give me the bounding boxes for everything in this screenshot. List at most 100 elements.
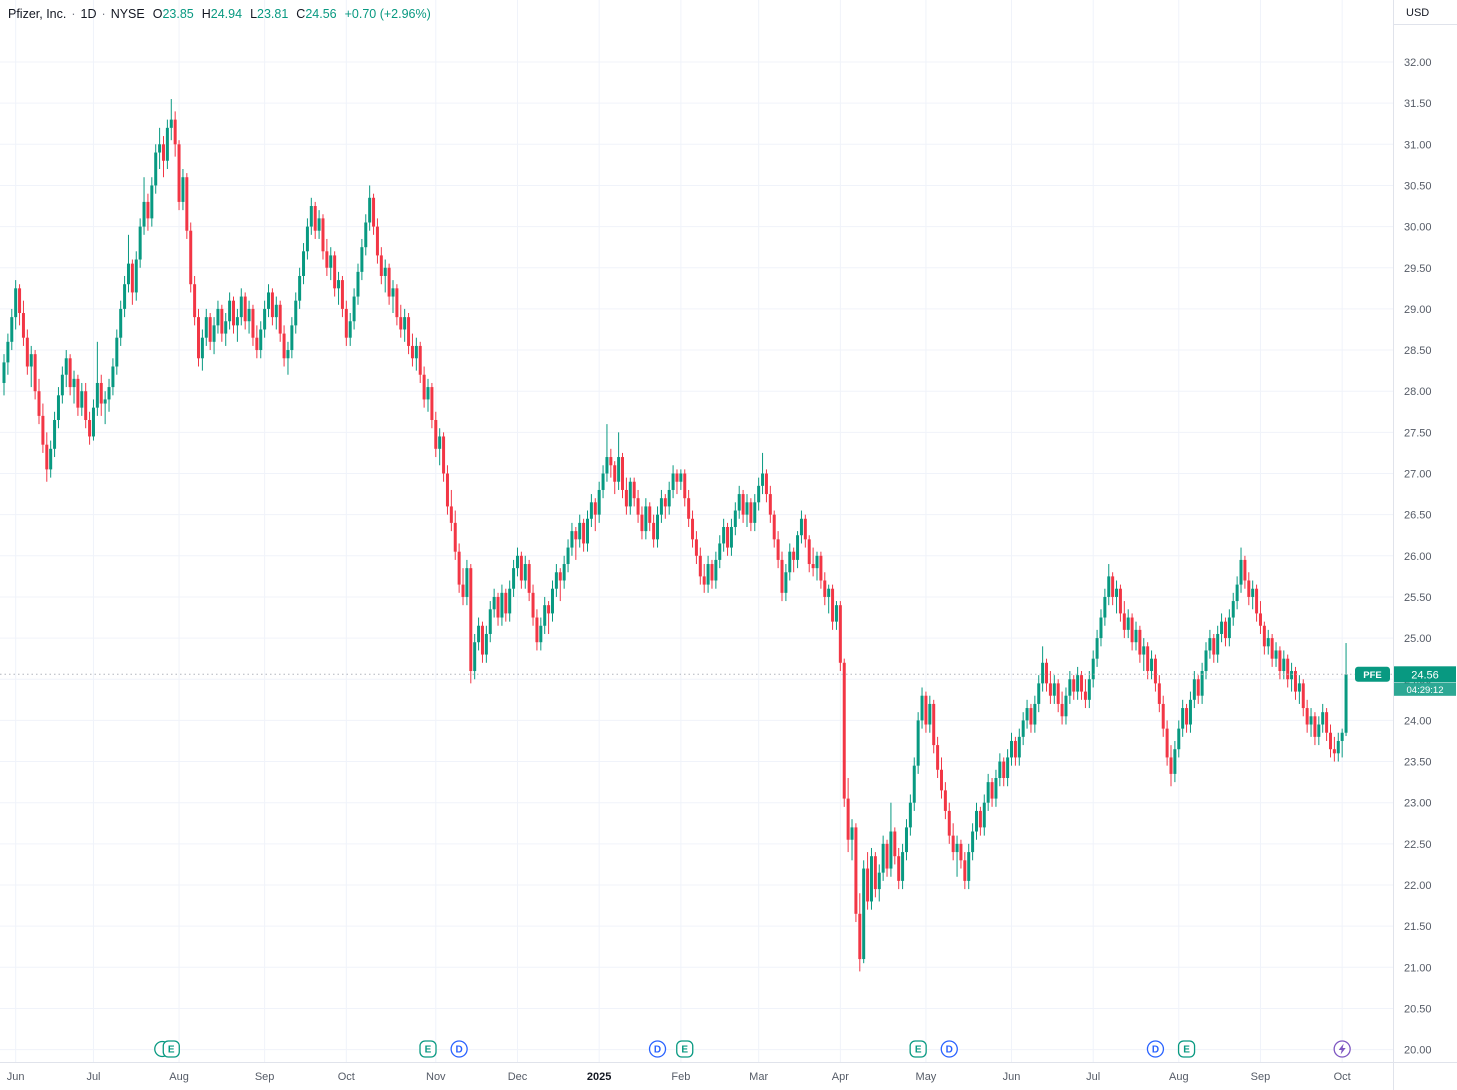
candle-up xyxy=(414,345,418,359)
candle-up xyxy=(644,506,648,532)
earnings-marker-icon[interactable]: E xyxy=(1177,1040,1196,1058)
candle-down xyxy=(823,580,827,597)
dividend-marker-icon[interactable]: D xyxy=(940,1040,958,1058)
interval-label[interactable]: 1D xyxy=(80,7,97,21)
candle-up xyxy=(111,366,115,388)
svg-text:E: E xyxy=(1183,1045,1190,1056)
price-tick-label: 25.50 xyxy=(1404,592,1432,604)
candle-up xyxy=(1103,596,1107,618)
candle-up xyxy=(154,152,158,186)
price-tick-label: 22.00 xyxy=(1404,880,1432,892)
candle-up xyxy=(1235,584,1239,602)
candle-down xyxy=(963,860,967,881)
candle-down xyxy=(76,378,80,408)
candle-up xyxy=(1239,559,1243,585)
candle-up xyxy=(1126,617,1130,630)
svg-text:E: E xyxy=(168,1045,175,1056)
candle-up xyxy=(784,572,788,593)
close-pair: C24.56 xyxy=(296,7,337,21)
candle-up xyxy=(589,502,593,519)
candle-down xyxy=(1083,691,1087,700)
separator-dot: · xyxy=(101,7,106,21)
candle-up xyxy=(901,852,905,881)
candlestick-series xyxy=(2,99,1348,972)
symbol-title[interactable]: Pfizer, Inc. xyxy=(8,7,67,21)
candle-down xyxy=(866,868,870,902)
price-tick-label: 30.00 xyxy=(1404,222,1432,234)
candle-up xyxy=(928,703,932,725)
time-scale[interactable]: Jun Jul Aug Sep Oct Nov Dec 2025 Feb Mar Apr May Jun… xyxy=(0,1062,1457,1084)
price-scale[interactable]: 20.00 20.50 21.00 21.50 22.00 22.50 23.00 23.50… xyxy=(1393,0,1457,1090)
earnings-marker-icon[interactable]: E xyxy=(154,1040,180,1058)
svg-text:E: E xyxy=(681,1045,688,1056)
symbol-price-tag xyxy=(1355,666,1390,682)
candle-up xyxy=(91,407,95,437)
price-tick-label: 20.00 xyxy=(1404,1045,1432,1057)
candle-up xyxy=(539,625,543,643)
candle-up xyxy=(605,457,609,474)
candle-down xyxy=(687,498,691,519)
candle-down xyxy=(193,284,197,318)
candle-down xyxy=(535,617,539,643)
candle-down xyxy=(947,810,951,836)
dividend-marker-icon[interactable]: D xyxy=(648,1040,667,1058)
candle-down xyxy=(33,354,37,392)
candle-up xyxy=(799,518,803,536)
dividend-marker-icon[interactable]: D xyxy=(450,1040,468,1058)
candle-up xyxy=(975,810,978,832)
price-tick-label: 29.00 xyxy=(1404,304,1432,316)
candle-down xyxy=(854,827,858,914)
candle-up xyxy=(142,201,146,227)
earnings-marker-icon[interactable]: E xyxy=(676,1040,694,1058)
candle-up xyxy=(500,592,504,618)
earnings-marker-icon[interactable]: E xyxy=(419,1040,437,1058)
candle-up xyxy=(1290,671,1294,680)
candle-down xyxy=(776,539,780,560)
candle-up xyxy=(247,308,251,322)
exchange-label[interactable]: NYSE xyxy=(110,7,145,21)
price-tick-label: 21.00 xyxy=(1404,962,1432,974)
dividend-marker-icon[interactable]: D xyxy=(1146,1040,1165,1058)
candle-down xyxy=(624,489,628,507)
candle-down xyxy=(208,317,212,342)
candle-up xyxy=(383,267,387,276)
candle-up xyxy=(477,625,481,643)
candle-up xyxy=(360,247,364,272)
earnings-marker-icon[interactable]: E xyxy=(909,1040,927,1058)
candle-down xyxy=(1029,708,1033,725)
candle-up xyxy=(1321,712,1325,725)
candle-up xyxy=(1208,638,1212,651)
candle-up xyxy=(309,206,313,227)
svg-text:D: D xyxy=(456,1045,463,1056)
price-tick-label: 31.50 xyxy=(1404,98,1432,110)
candle-down xyxy=(838,605,842,663)
price-tick-label: 20.50 xyxy=(1404,1003,1432,1015)
candle-up xyxy=(881,843,885,873)
candle-up xyxy=(617,457,621,482)
time-tick-label: Sep xyxy=(1251,1071,1271,1083)
countdown-box xyxy=(1394,682,1456,696)
candle-up xyxy=(14,288,18,318)
candle-down xyxy=(1332,749,1336,754)
candle-down xyxy=(243,296,247,322)
flash-marker-icon[interactable] xyxy=(1333,1040,1351,1058)
candle-up xyxy=(1115,588,1119,597)
symbol-legend[interactable]: Pfizer, Inc. · 1D · NYSE O23.85 H24.94 L… xyxy=(8,7,431,21)
candle-up xyxy=(659,498,663,515)
candle-down xyxy=(939,769,943,791)
candle-down xyxy=(574,531,578,540)
candle-up xyxy=(714,559,718,581)
price-label-box xyxy=(1394,666,1456,683)
candle-down xyxy=(1185,708,1189,725)
time-tick-label: Feb xyxy=(671,1071,690,1083)
candle-down xyxy=(710,564,714,581)
candle-up xyxy=(212,325,216,342)
candle-down xyxy=(45,444,49,470)
candle-down xyxy=(1305,708,1309,725)
time-tick-label: Aug xyxy=(169,1071,189,1083)
candle-up xyxy=(72,378,76,388)
price-tick-label: 24.00 xyxy=(1404,715,1432,727)
currency-label[interactable]: USD xyxy=(1406,7,1429,19)
candle-up xyxy=(158,144,162,153)
